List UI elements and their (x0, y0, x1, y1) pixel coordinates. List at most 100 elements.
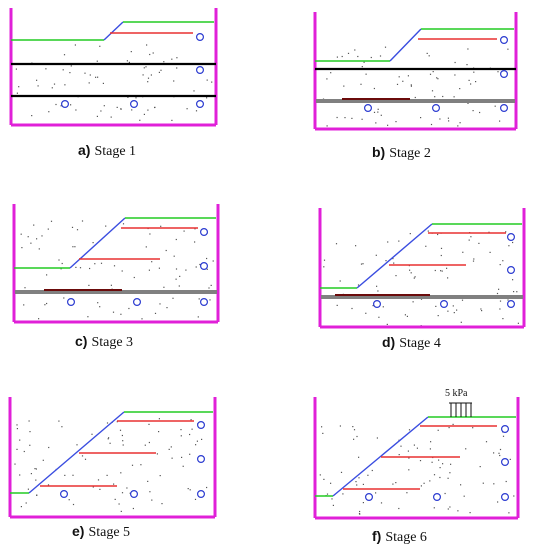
soil-dot (199, 263, 201, 266)
soil-dot (61, 262, 63, 265)
soil-dot (356, 484, 358, 486)
soil-dot (319, 474, 321, 476)
soil-dot (152, 52, 154, 54)
soil-dot (194, 241, 196, 243)
soil-dot (340, 471, 343, 473)
soil-dot (102, 82, 104, 84)
panel-stage-4 (318, 208, 526, 329)
caption-letter: a) (78, 142, 91, 158)
soil-dot (160, 225, 162, 227)
soil-dot (151, 499, 153, 501)
soil-dot (420, 298, 423, 300)
soil-dot (120, 510, 122, 512)
soil-dot (72, 503, 75, 506)
soil-dot (130, 51, 132, 53)
panel-stage-2 (313, 12, 518, 131)
soil-dot (413, 444, 415, 446)
soil-dot (378, 316, 380, 318)
soil-dot (36, 79, 38, 81)
soil-dot (76, 444, 78, 446)
soil-dot (206, 257, 208, 260)
soil-dot (36, 494, 38, 496)
soil-dot (462, 251, 464, 253)
soil-dot (150, 74, 152, 76)
soil-dot (330, 72, 332, 74)
soil-dot (341, 55, 343, 58)
soil-dot (481, 310, 483, 312)
soil-dot (145, 246, 147, 248)
soil-dot (30, 473, 32, 475)
soil-dot (430, 123, 433, 126)
soil-dot (460, 484, 462, 486)
soil-dot (133, 276, 135, 279)
caption-letter: f) (372, 528, 382, 544)
soil-dot (442, 463, 444, 465)
soil-dot (25, 502, 27, 504)
soil-dot (472, 110, 474, 112)
caption-label: Stage 1 (94, 144, 137, 159)
soil-dot (29, 431, 31, 433)
soil-dot (143, 113, 145, 115)
soil-dot (81, 455, 84, 457)
soil-dot (508, 245, 510, 247)
soil-dot (16, 92, 18, 94)
soil-dot (358, 477, 360, 479)
soil-dot (359, 513, 361, 515)
soil-dot (398, 240, 400, 242)
soil-dot (99, 306, 101, 308)
soil-dot (373, 87, 375, 90)
soil-dot (414, 96, 416, 99)
soil-dot (339, 425, 341, 427)
soil-texture (323, 230, 519, 327)
soil-dot (419, 460, 422, 462)
marker-circle (196, 65, 205, 74)
soil-dot (398, 507, 400, 510)
soil-dot (195, 444, 197, 446)
soil-dot (407, 450, 409, 452)
soil-dot (439, 476, 441, 479)
soil-dot (109, 442, 111, 444)
soil-dot (175, 268, 178, 270)
soil-dot (408, 469, 410, 471)
soil-dot (148, 269, 150, 271)
marker-circle (364, 103, 373, 112)
soil-dot (367, 474, 369, 476)
soil-dot (92, 486, 94, 488)
soil-dot (92, 242, 94, 244)
marker-circle (200, 298, 209, 307)
soil-dot (103, 105, 105, 107)
soil-dot (376, 285, 378, 287)
soil-dot (454, 74, 456, 76)
soil-dot (122, 223, 125, 225)
soil-dot (58, 259, 60, 261)
soil-dot (372, 305, 374, 307)
soil-dot (144, 444, 146, 446)
soil-dot (181, 456, 183, 458)
soil-dot (210, 284, 212, 286)
soil-dot (461, 299, 464, 301)
soil-dot (38, 318, 40, 320)
caption-label: Stage 4 (399, 336, 441, 351)
soil-dot (34, 468, 36, 470)
soil-dot (142, 74, 144, 76)
soil-dot (361, 118, 363, 120)
soil-dot (395, 275, 397, 277)
soil-dot (182, 465, 184, 467)
slope-face (356, 223, 433, 289)
soil-dot (513, 291, 515, 293)
soil-dot (456, 309, 458, 311)
soil-dot (209, 299, 211, 301)
soil-dot (326, 125, 328, 127)
soil-dot (172, 297, 174, 299)
soil-dot (31, 115, 33, 117)
soil-dot (499, 454, 501, 457)
soil-dot (88, 82, 90, 84)
soil-dot (46, 302, 48, 305)
temporary-layer (15, 290, 217, 294)
soil-dot (178, 285, 180, 287)
soil-dot (60, 105, 62, 107)
soil-dot (472, 427, 474, 429)
soil-dot (429, 73, 432, 75)
soil-dot (132, 507, 134, 510)
soil-dot (110, 116, 112, 118)
